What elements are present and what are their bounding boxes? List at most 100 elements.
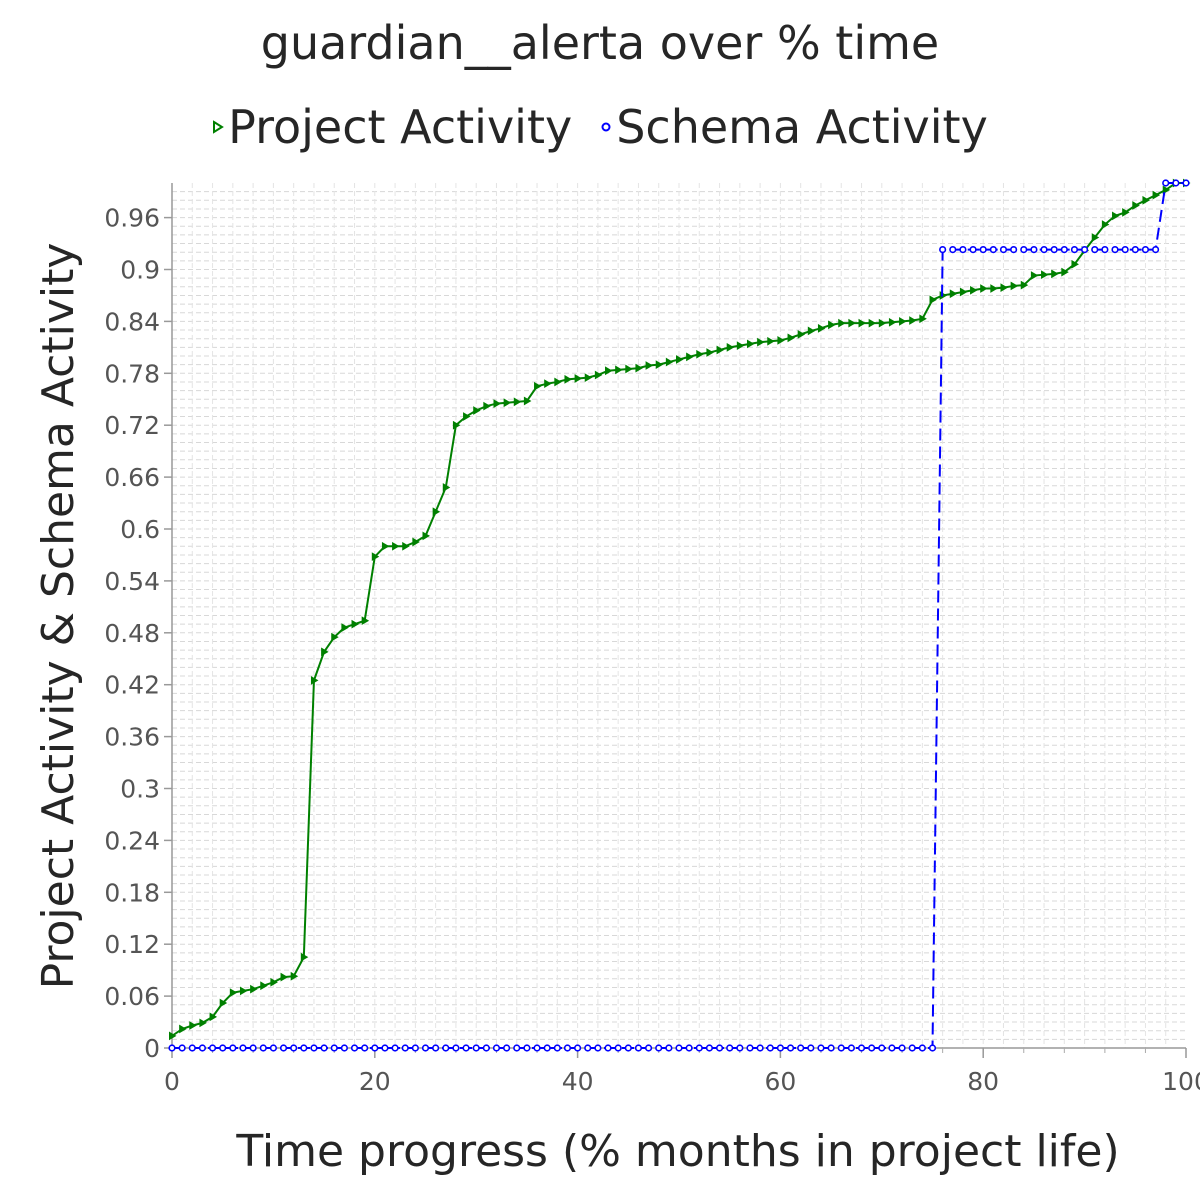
schema-activity-point bbox=[898, 1044, 906, 1052]
schema-activity-point bbox=[492, 1044, 501, 1052]
project-activity-point bbox=[544, 379, 552, 389]
schema-activity-point bbox=[219, 1044, 227, 1052]
schema-activity-point bbox=[249, 1044, 257, 1052]
project-activity-point bbox=[1101, 220, 1110, 229]
y-tick-label: 0.48 bbox=[104, 619, 160, 648]
schema-activity-point bbox=[665, 1044, 673, 1052]
y-tick-label: 0.84 bbox=[104, 307, 160, 336]
project-activity-point bbox=[381, 541, 390, 551]
project-activity-point bbox=[219, 998, 228, 1008]
chart-title: guardian__alerta over % time bbox=[260, 16, 940, 70]
schema-activity-point bbox=[857, 1044, 866, 1052]
schema-activity-point bbox=[817, 1044, 825, 1052]
project-activity-point bbox=[1152, 190, 1161, 200]
project-activity-point bbox=[878, 318, 887, 328]
legend-item-schema: Schema Activity bbox=[600, 100, 988, 154]
schema-activity-point bbox=[300, 1044, 308, 1052]
schema-activity-point bbox=[675, 1044, 683, 1052]
project-activity-point bbox=[736, 341, 745, 350]
schema-activity-point bbox=[573, 1044, 582, 1052]
schema-activity-point bbox=[290, 1044, 298, 1052]
schema-activity-point bbox=[644, 1044, 653, 1052]
project-activity-point bbox=[452, 420, 461, 430]
y-tick-label: 0.06 bbox=[104, 982, 160, 1011]
schema-activity-point bbox=[1121, 246, 1129, 254]
schema-activity-point bbox=[908, 1044, 916, 1052]
schema-activity-point bbox=[1080, 246, 1089, 254]
project-activity-point bbox=[331, 632, 339, 642]
project-activity-point bbox=[564, 374, 572, 384]
project-activity-point bbox=[605, 366, 613, 376]
schema-activity-point bbox=[584, 1044, 592, 1052]
schema-activity-point bbox=[553, 1044, 561, 1052]
project-activity-point bbox=[493, 399, 501, 408]
project-activity-point bbox=[817, 323, 826, 333]
schema-activity-point bbox=[1151, 246, 1160, 254]
schema-activity-point bbox=[655, 1044, 663, 1052]
y-tick-label: 0.42 bbox=[104, 671, 160, 700]
project-activity-point bbox=[250, 984, 258, 994]
x-tick-label: 40 bbox=[562, 1067, 594, 1096]
schema-activity-point bbox=[1182, 179, 1190, 187]
schema-activity-point bbox=[462, 1044, 470, 1052]
y-tick-label: 0.54 bbox=[104, 567, 160, 596]
schema-activity-point bbox=[949, 246, 957, 254]
project-activity-point bbox=[1061, 267, 1069, 277]
project-activity-point bbox=[1132, 201, 1140, 210]
project-activity-point bbox=[1000, 283, 1008, 293]
schema-activity-point bbox=[624, 1044, 632, 1052]
project-activity-point bbox=[1020, 280, 1029, 290]
project-activity-point bbox=[199, 1018, 207, 1028]
schema-activity-point bbox=[837, 1044, 845, 1052]
project-activity-point bbox=[534, 381, 542, 391]
x-tick-label: 60 bbox=[764, 1067, 796, 1096]
x-tick-label: 80 bbox=[967, 1067, 999, 1096]
project-activity-point bbox=[635, 363, 643, 373]
schema-activity-point bbox=[482, 1044, 490, 1052]
project-activity-point bbox=[371, 552, 380, 562]
project-activity-point bbox=[716, 345, 725, 355]
project-activity-point bbox=[980, 284, 988, 293]
project-activity-point bbox=[767, 336, 775, 346]
project-activity-point bbox=[189, 1021, 197, 1030]
project-activity-point bbox=[990, 284, 998, 293]
project-activity-point bbox=[787, 333, 796, 343]
project-activity-point bbox=[1091, 233, 1100, 242]
schema-activity-point bbox=[472, 1044, 480, 1052]
schema-activity-point bbox=[878, 1044, 886, 1052]
project-activity-point bbox=[341, 623, 349, 632]
axes: 0 0.06 0.12 0.18 0.24 0.3 0.36 0.42 0.48 0.54 0.6 0… bbox=[104, 183, 1200, 1096]
schema-activity-point bbox=[178, 1044, 186, 1052]
project-activity-point bbox=[554, 377, 562, 387]
project-activity-point bbox=[412, 537, 420, 547]
project-activity-point bbox=[574, 374, 583, 383]
y-axis-label: Project Activity & Schema Activity bbox=[33, 243, 84, 990]
schema-activity-point bbox=[279, 1044, 288, 1052]
project-activity-point bbox=[392, 541, 400, 551]
y-tick-label: 0.9 bbox=[120, 256, 160, 285]
project-activity-point bbox=[169, 1031, 177, 1041]
schema-activity-point bbox=[563, 1044, 572, 1052]
project-activity-point bbox=[1112, 211, 1120, 221]
project-activity-point bbox=[179, 1024, 187, 1034]
project-activity-point bbox=[594, 370, 603, 380]
project-activity-point bbox=[888, 317, 897, 327]
project-activity-point bbox=[432, 507, 441, 517]
project-activity-point bbox=[1071, 259, 1079, 269]
project-activity-point bbox=[513, 397, 522, 407]
project-activity-point bbox=[726, 342, 735, 352]
schema-activity-point bbox=[807, 1044, 815, 1052]
x-tick-label: 20 bbox=[359, 1067, 391, 1096]
project-activity-point bbox=[523, 396, 532, 406]
schema-activity-point bbox=[1141, 246, 1150, 254]
project-activity-point bbox=[310, 676, 319, 685]
project-activity-point bbox=[361, 616, 370, 626]
schema-activity-point bbox=[411, 1044, 419, 1052]
schema-activity-point bbox=[361, 1044, 369, 1052]
project-activity-point bbox=[1010, 281, 1019, 291]
schema-activity-point bbox=[259, 1044, 267, 1052]
project-activity-point bbox=[239, 986, 248, 996]
project-activity-point bbox=[909, 316, 917, 325]
schema-activity-point bbox=[969, 246, 977, 254]
